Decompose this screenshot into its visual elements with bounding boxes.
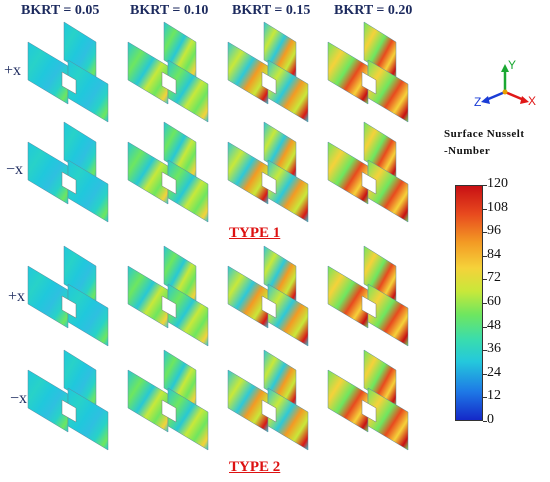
fin-surface xyxy=(27,369,69,433)
colorbar-tick-mark xyxy=(483,185,487,186)
column-header-bkrt-015: BKRT = 0.15 xyxy=(232,3,311,18)
center-cutout xyxy=(161,71,177,95)
fin-surface xyxy=(127,141,169,205)
contour-panel xyxy=(327,245,409,347)
colorbar-title-line2: -Number xyxy=(444,145,491,157)
row-label-type1-plus-x: +x xyxy=(4,62,22,79)
colorbar-tick-mark xyxy=(483,326,487,328)
contour-panel xyxy=(227,245,309,347)
fin-surface xyxy=(27,41,69,105)
colorbar-tick-mark xyxy=(483,208,487,210)
colorbar-tick-label: 84 xyxy=(487,246,501,262)
contour-panel xyxy=(227,21,309,123)
center-cutout xyxy=(61,295,77,319)
contour-panel xyxy=(327,349,409,451)
fin-surface xyxy=(327,265,369,329)
center-cutout xyxy=(161,171,177,195)
fin-surface xyxy=(227,369,269,433)
center-cutout xyxy=(361,71,377,95)
y-axis-arrowhead xyxy=(501,64,509,72)
contour-panel xyxy=(227,349,309,451)
fin-surface xyxy=(227,41,269,105)
colorbar-tick-label: 96 xyxy=(487,223,501,239)
fin-surface xyxy=(227,141,269,205)
colorbar-tick-label: 36 xyxy=(487,341,501,357)
column-header-bkrt-010: BKRT = 0.10 xyxy=(130,3,209,18)
colorbar-tick-label: 60 xyxy=(487,294,501,309)
fin-surface xyxy=(27,141,69,205)
row-label-type2-minus-x: −x xyxy=(10,390,28,407)
column-header-bkrt-020: BKRT = 0.20 xyxy=(334,3,413,18)
colorbar-tick-label: 24 xyxy=(487,364,501,380)
colorbar-tick-mark xyxy=(483,421,487,422)
center-cutout xyxy=(361,295,377,319)
fin-surface xyxy=(127,265,169,329)
fin-surface xyxy=(327,41,369,105)
fin-surface xyxy=(327,369,369,433)
center-cutout xyxy=(261,399,277,423)
x-axis-arrowhead xyxy=(520,96,529,104)
colorbar-tick-mark xyxy=(483,279,487,281)
contour-panel xyxy=(27,349,109,451)
type-1-title: TYPE 1 xyxy=(229,225,281,241)
fin-surface xyxy=(127,41,169,105)
y-axis-label: Y xyxy=(508,58,517,72)
colorbar-gradient xyxy=(455,185,483,421)
row-label-type2-plus-x: +x xyxy=(8,288,26,305)
contour-panel xyxy=(327,21,409,123)
contour-panel xyxy=(127,121,209,223)
center-cutout xyxy=(61,171,77,195)
center-cutout xyxy=(361,171,377,195)
contour-panel xyxy=(327,121,409,223)
colorbar-tick-label: 12 xyxy=(487,388,501,404)
colorbar-tick-mark xyxy=(483,373,487,375)
contour-panel xyxy=(27,121,109,223)
colorbar-tick-mark xyxy=(483,232,487,234)
colorbar-tick-mark xyxy=(483,303,487,304)
colorbar-tick-mark xyxy=(483,350,487,352)
x-axis-label: X xyxy=(528,94,537,108)
center-cutout xyxy=(61,71,77,95)
colorbar-tick-label: 72 xyxy=(487,270,501,286)
fin-surface xyxy=(127,369,169,433)
center-cutout xyxy=(261,171,277,195)
fin-surface xyxy=(27,265,69,329)
contour-panel xyxy=(127,349,209,451)
contour-panel xyxy=(227,121,309,223)
contour-panel xyxy=(127,21,209,123)
colorbar-tick-label: 120 xyxy=(487,176,508,191)
z-axis-arrow xyxy=(485,90,506,102)
contour-panel xyxy=(27,245,109,347)
center-cutout xyxy=(161,399,177,423)
colorbar-tick-mark xyxy=(483,255,487,257)
center-cutout xyxy=(61,399,77,423)
colorbar-tick-label: 48 xyxy=(487,317,501,333)
fin-surface xyxy=(227,265,269,329)
colorbar-tick-label: 108 xyxy=(487,199,508,215)
x-axis-arrow xyxy=(504,90,525,102)
colorbar-title-line1: Surface Nusselt xyxy=(444,128,525,140)
z-axis-label: Z xyxy=(474,95,482,109)
colorbar-tick-label: 0 xyxy=(487,412,494,427)
type-2-title: TYPE 2 xyxy=(229,459,281,475)
contour-panel xyxy=(27,21,109,123)
center-cutout xyxy=(261,295,277,319)
colorbar-title: Surface Nusselt -Number xyxy=(444,126,550,160)
center-cutout xyxy=(161,295,177,319)
axis-origin xyxy=(502,89,508,95)
row-label-type1-minus-x: −x xyxy=(6,161,24,178)
center-cutout xyxy=(361,399,377,423)
center-cutout xyxy=(261,71,277,95)
contour-panel xyxy=(127,245,209,347)
column-header-bkrt-005: BKRT = 0.05 xyxy=(21,3,100,18)
z-axis-arrowhead xyxy=(481,96,490,104)
colorbar-tick-mark xyxy=(483,397,487,399)
fin-surface xyxy=(327,141,369,205)
